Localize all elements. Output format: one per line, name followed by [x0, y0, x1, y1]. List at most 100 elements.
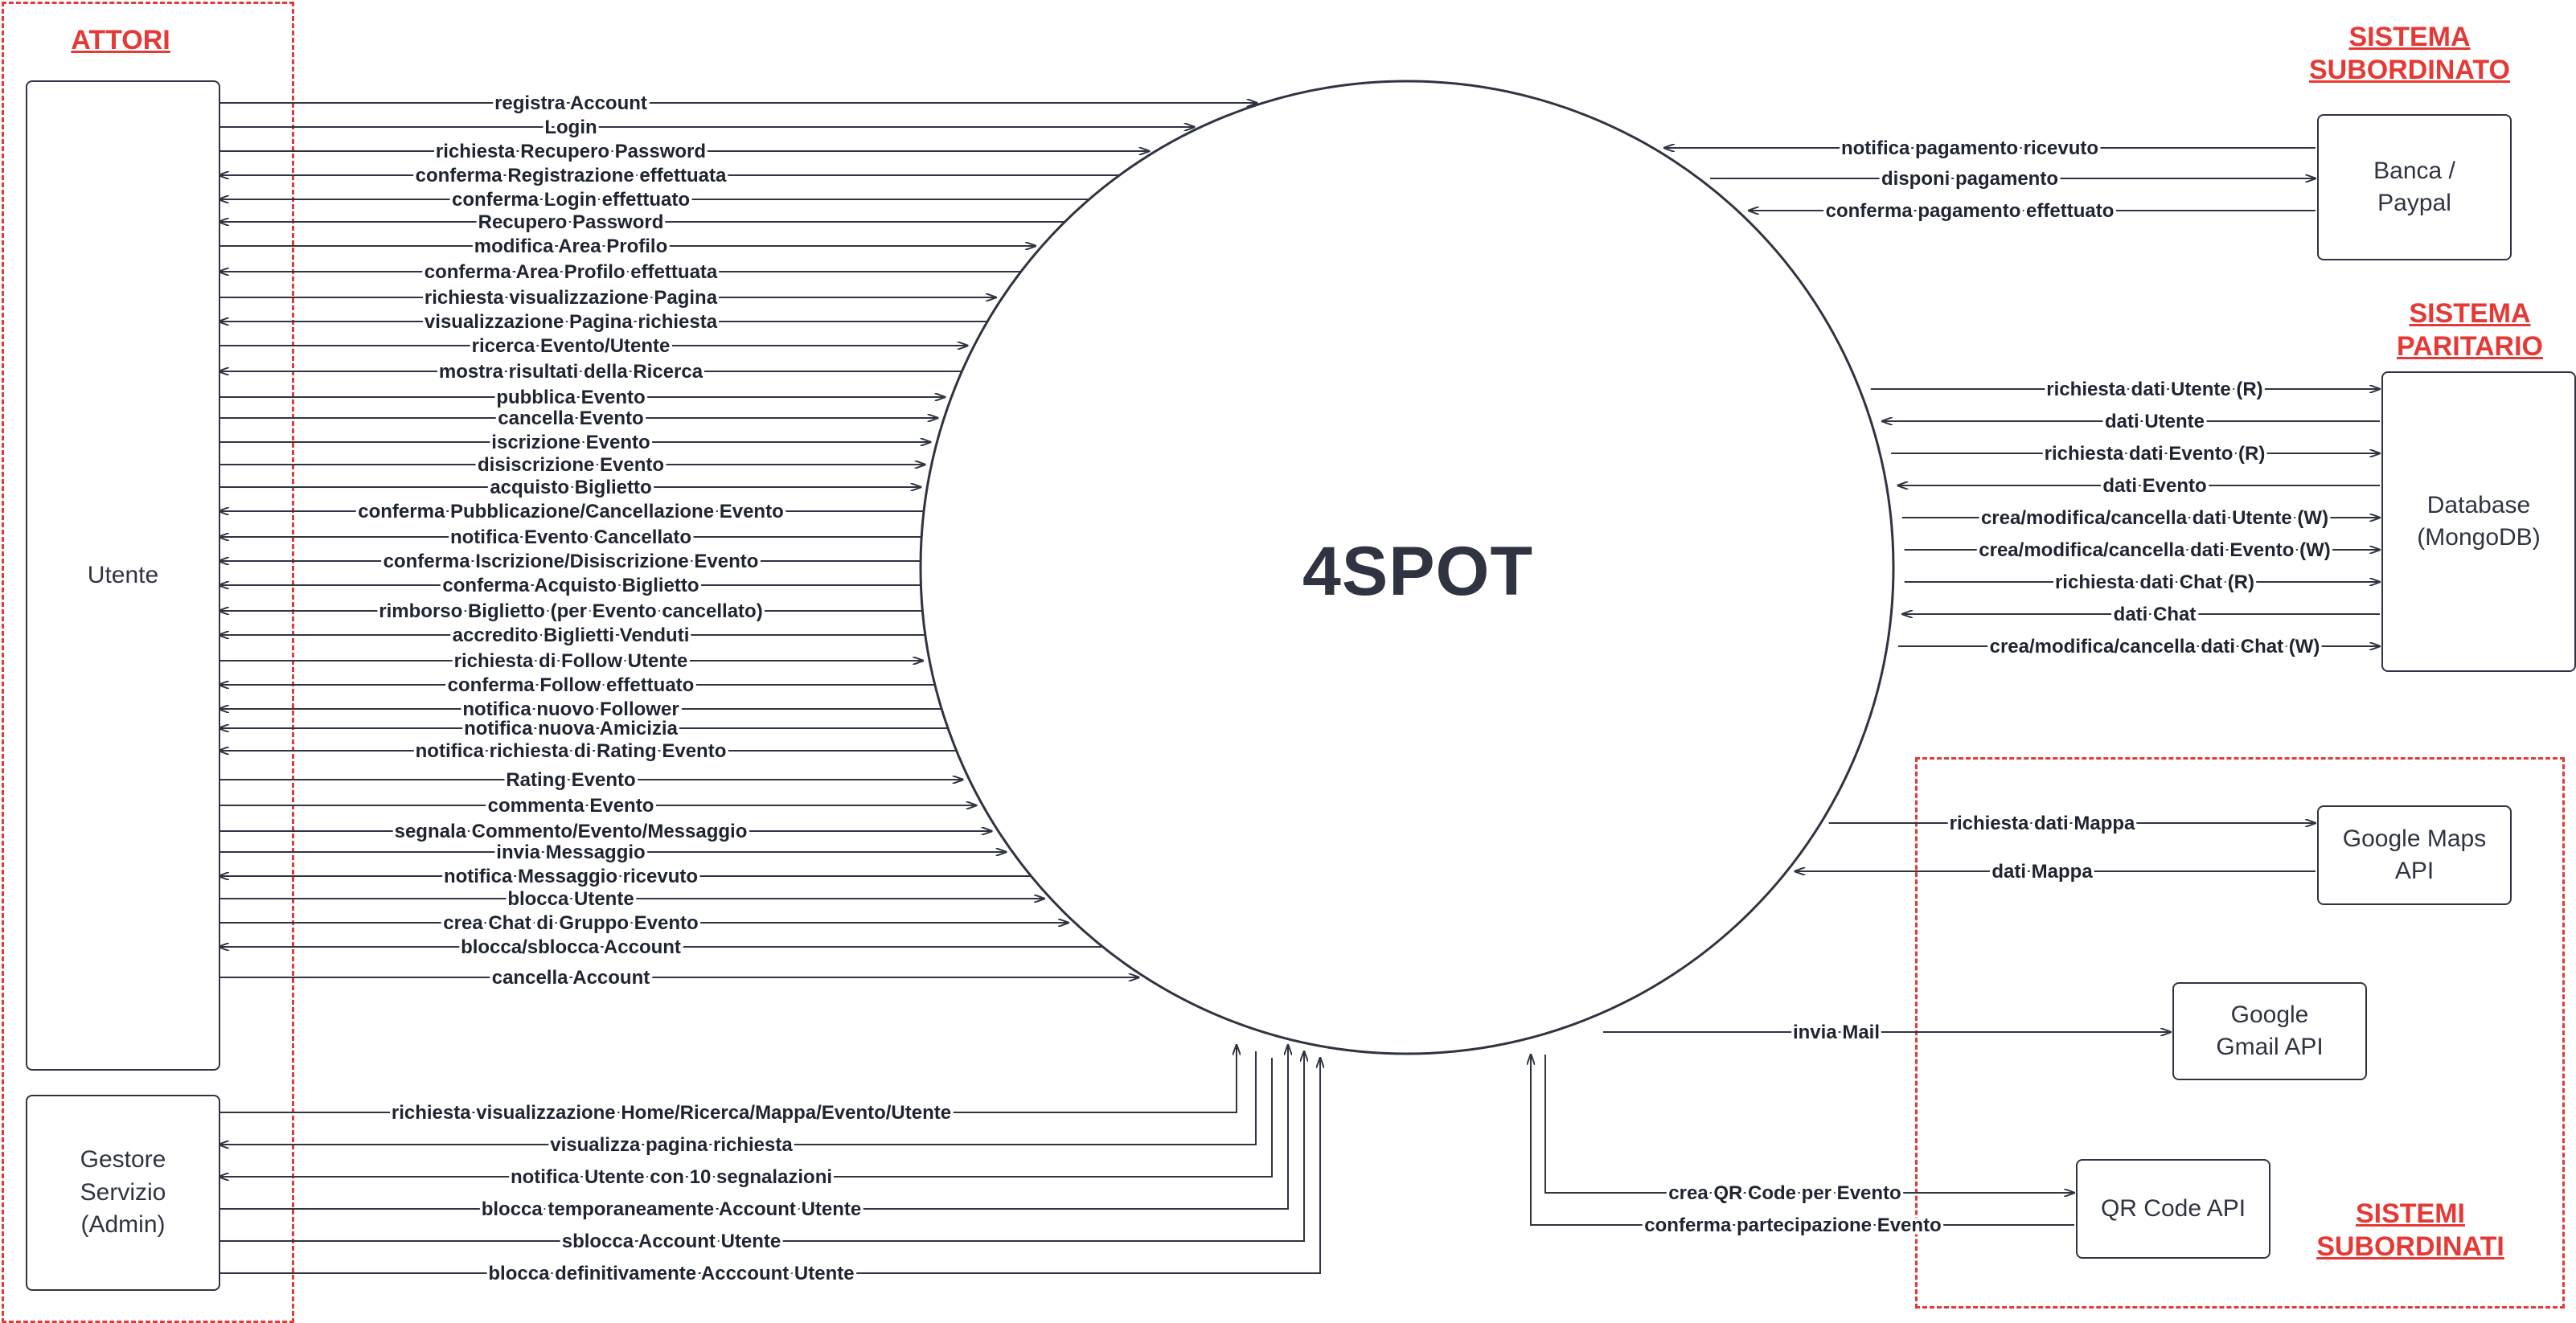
utente-flow-7-label: conferma Area Profilo effettuata — [425, 261, 718, 283]
utente-flow-10-label: ricerca Evento/Utente — [472, 335, 671, 357]
utente-flow-13-label-halo: cancella Evento — [498, 408, 643, 429]
utente-flow-32-label: notifica Messaggio ricevuto — [444, 866, 698, 887]
entity-admin: Gestore Servizio (Admin) — [26, 1095, 220, 1291]
qr-flow-0-arrow — [1544, 1055, 2074, 1193]
utente-flow-32-label-halo: notifica Messaggio ricevuto — [444, 866, 698, 887]
utente-flow-19-label-halo: conferma Iscrizione/Disiscrizione Evento — [384, 551, 759, 572]
utente-flow-23-label-halo: richiesta di Follow Utente — [454, 650, 688, 672]
utente-flow-11-label-halo: mostra risultati della Ricerca — [439, 361, 703, 383]
utente-flow-25-label-halo: notifica nuovo Follower — [462, 698, 679, 720]
utente-flow-6-label: modifica Area Profilo — [474, 236, 668, 257]
utente-flow-0-label-halo: registra Account — [494, 92, 647, 114]
utente-flow-25-label: notifica nuovo Follower — [462, 698, 679, 720]
db-flow-0-label-halo: richiesta dati Utente (R) — [2046, 379, 2262, 400]
utente-flow-0-label: registra Account — [494, 92, 647, 114]
section-sistemi-subordinati: SISTEMI SUBORDINATI — [2316, 1198, 2504, 1262]
db-flow-6-label-halo: richiesta dati Chat (R) — [2055, 571, 2254, 593]
utente-flow-21-label: rimborso Biglietto (per Evento cancellat… — [379, 600, 762, 622]
admin-flow-0-arrow — [219, 1045, 1237, 1113]
section-attori: ATTORI — [71, 25, 170, 55]
utente-flow-8-label: richiesta visualizzazione Pagina — [425, 287, 718, 309]
db-flow-4-label: crea/modifica/cancella dati Utente (W) — [1981, 507, 2328, 529]
admin-flow-0-label-halo: richiesta visualizzazione Home/Ricerca/M… — [392, 1102, 951, 1124]
utente-flow-34-label: crea Chat di Gruppo Evento — [443, 912, 698, 934]
db-flow-1-label: dati Utente — [2105, 411, 2205, 432]
banca-flow-0-label-halo: notifica pagamento ricevuto — [1841, 137, 2098, 159]
utente-flow-18-label: notifica Evento Cancellato — [450, 526, 691, 548]
admin-flow-1-arrow — [219, 1051, 1257, 1145]
utente-flow-20-label-halo: conferma Acquisto Biglietto — [442, 575, 699, 596]
entity-banca: Banca / Paypal — [2317, 114, 2512, 260]
admin-flow-4-label: sblocca Account Utente — [562, 1231, 781, 1252]
utente-flow-5-label: Recupero Password — [478, 211, 664, 233]
utente-flow-16-label: acquisto Biglietto — [490, 477, 651, 498]
utente-flow-30-label-halo: segnala Commento/Evento/Messaggio — [395, 821, 748, 842]
utente-flow-23-label: richiesta di Follow Utente — [454, 650, 688, 672]
utente-flow-1-label: Login — [544, 117, 597, 138]
utente-flow-27-label: notifica richiesta di Rating Evento — [416, 740, 727, 762]
admin-flow-5-arrow — [219, 1058, 1320, 1274]
db-flow-2-label-halo: richiesta dati Evento (R) — [2045, 443, 2266, 465]
utente-flow-24-label: conferma Follow effettuato — [448, 674, 695, 696]
qr-flow-1-label-halo: conferma partecipazione Evento — [1644, 1214, 1941, 1236]
banca-flow-2-label: conferma pagamento effettuato — [1826, 200, 2115, 222]
utente-flow-21-label-halo: rimborso Biglietto (per Evento cancellat… — [379, 600, 762, 622]
utente-flow-2-label: richiesta Recupero Password — [436, 141, 706, 162]
utente-flow-28-label-halo: Rating Evento — [506, 769, 635, 791]
utente-flow-16-label-halo: acquisto Biglietto — [490, 477, 651, 498]
utente-flow-22-label: accredito Biglietti Venduti — [453, 625, 690, 646]
gmail-flow-0-label-halo: invia Mail — [1793, 1022, 1880, 1043]
utente-flow-1-label-halo: Login — [544, 117, 597, 138]
admin-flow-3-arrow — [219, 1045, 1288, 1210]
admin-flow-2-arrow — [219, 1058, 1273, 1177]
admin-flow-2-label: notifica Utente con 10 segnalazioni — [511, 1166, 832, 1188]
utente-flow-5-label-halo: Recupero Password — [478, 211, 664, 233]
utente-flow-33-label-halo: blocca Utente — [507, 888, 634, 910]
utente-flow-2-label-halo: richiesta Recupero Password — [436, 141, 706, 162]
utente-flow-26-label: notifica nuova Amicizia — [464, 718, 678, 739]
utente-flow-22-label-halo: accredito Biglietti Venduti — [453, 625, 690, 646]
admin-flow-4-label-halo: sblocca Account Utente — [562, 1231, 781, 1252]
utente-flow-30-label: segnala Commento/Evento/Messaggio — [395, 821, 748, 842]
utente-flow-7-label-halo: conferma Area Profilo effettuata — [425, 261, 718, 283]
gmail-flow-0-label: invia Mail — [1793, 1022, 1880, 1043]
utente-flow-27-label-halo: notifica richiesta di Rating Evento — [416, 740, 727, 762]
utente-flow-20-label: conferma Acquisto Biglietto — [442, 575, 699, 596]
utente-flow-3-label: conferma Registrazione effettuata — [416, 165, 727, 186]
qr-flow-1-label: conferma partecipazione Evento — [1644, 1214, 1941, 1236]
section-sistema-subordinato: SISTEMA SUBORDINATO — [2309, 22, 2510, 85]
utente-flow-4-label-halo: conferma Login effettuato — [452, 189, 690, 211]
utente-flow-9-label: visualizzazione Pagina richiesta — [425, 311, 718, 333]
utente-flow-36-label: cancella Account — [492, 967, 650, 989]
banca-flow-1-label-halo: disponi pagamento — [1881, 168, 2058, 190]
utente-flow-33-label: blocca Utente — [507, 888, 634, 910]
utente-flow-34-label-halo: crea Chat di Gruppo Evento — [443, 912, 698, 934]
utente-flow-11-label: mostra risultati della Ricerca — [439, 361, 703, 383]
admin-flow-4-arrow — [219, 1051, 1304, 1242]
utente-flow-28-label: Rating Evento — [506, 769, 635, 791]
maps-flow-0-label-halo: richiesta dati Mappa — [1950, 813, 2135, 834]
db-flow-4-label-halo: crea/modifica/cancella dati Utente (W) — [1981, 507, 2328, 529]
entity-qr-code: QR Code API — [2076, 1159, 2270, 1259]
banca-flow-2-label-halo: conferma pagamento effettuato — [1826, 200, 2115, 222]
utente-flow-19-label: conferma Iscrizione/Disiscrizione Evento — [384, 551, 759, 572]
db-flow-6-label: richiesta dati Chat (R) — [2055, 571, 2254, 593]
admin-flow-5-label-halo: blocca definitivamente Acccount Utente — [488, 1263, 854, 1284]
utente-flow-8-label-halo: richiesta visualizzazione Pagina — [425, 287, 718, 309]
db-flow-8-label: crea/modifica/cancella dati Chat (W) — [1990, 636, 2320, 657]
admin-flow-3-label-halo: blocca temporaneamente Account Utente — [482, 1198, 862, 1220]
db-flow-7-label-halo: dati Chat — [2114, 604, 2197, 625]
db-flow-2-label: richiesta dati Evento (R) — [2045, 443, 2266, 465]
utente-flow-15-label: disiscrizione Evento — [478, 454, 664, 476]
utente-flow-9-label-halo: visualizzazione Pagina richiesta — [425, 311, 718, 333]
entity-google-maps: Google Maps API — [2317, 805, 2512, 905]
utente-flow-15-label-halo: disiscrizione Evento — [478, 454, 664, 476]
admin-flow-3-label: blocca temporaneamente Account Utente — [482, 1198, 862, 1220]
utente-flow-29-label-halo: commenta Evento — [488, 795, 654, 817]
qr-flow-0-label: crea QR Code per Evento — [1668, 1182, 1901, 1204]
section-sistema-paritario: SISTEMA PARITARIO — [2397, 298, 2543, 362]
utente-flow-31-label: invia Messaggio — [496, 842, 645, 863]
system-process-circle — [919, 80, 1895, 1055]
db-flow-7-label: dati Chat — [2114, 604, 2197, 625]
maps-flow-1-label: dati Mappa — [1991, 861, 2093, 883]
